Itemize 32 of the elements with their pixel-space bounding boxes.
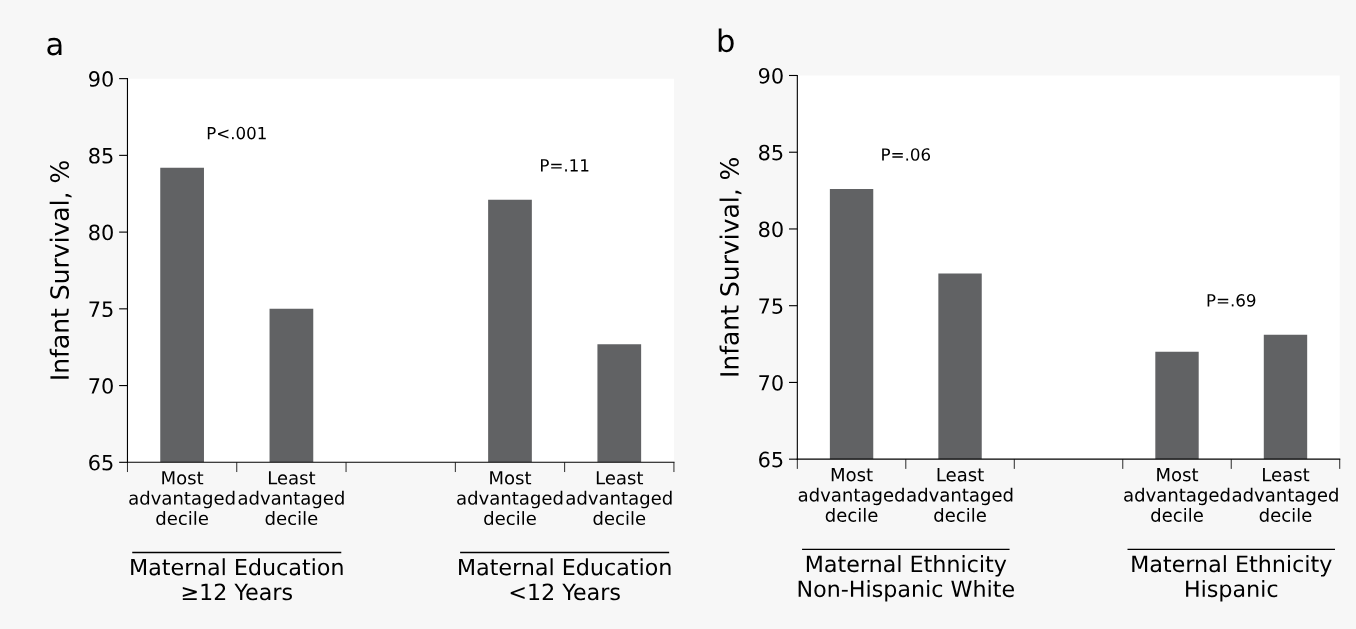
x-tick-label: Least advantaged decile — [566, 471, 672, 526]
y-tick-label: 70 — [89, 378, 113, 394]
chart-title: b — [718, 28, 734, 53]
y-tick-label: 75 — [89, 301, 113, 318]
annotation: P<.001 — [207, 126, 266, 140]
y-tick-label: 85 — [759, 144, 783, 161]
x-tick-label: Most advantaged decile — [798, 468, 904, 522]
y-axis-title: Infant Survival, % — [49, 161, 72, 379]
y-tick-label: 90 — [89, 71, 113, 87]
text: Maternal Ethnicity Non-Hispanic White — [798, 555, 1014, 602]
x-tick-label: Most advantaged decile — [457, 471, 563, 526]
y-axis-title: Infant Survival, % — [719, 158, 742, 376]
chart-title: a — [47, 37, 62, 56]
y-tick-label: 85 — [89, 147, 113, 164]
text: Maternal Education ≥12 Years — [131, 558, 343, 601]
y-tick-label: 65 — [759, 451, 783, 468]
y-tick-label: 80 — [89, 224, 113, 241]
y-tick-label: 75 — [759, 298, 783, 314]
x-tick-label: Most advantaged decile — [1124, 468, 1230, 522]
x-tick-label: Least advantaged decile — [907, 468, 1013, 522]
x-tick-label: Most advantaged decile — [129, 471, 235, 526]
y-tick-label: 65 — [89, 454, 113, 471]
x-tick-label: Least advantaged decile — [1232, 468, 1338, 522]
annotation: P=.11 — [541, 159, 589, 172]
x-tick-label: Least advantaged decile — [238, 471, 344, 526]
annotation: P=.69 — [1207, 294, 1256, 307]
text: Maternal Education <12 Years — [459, 558, 671, 601]
annotation: P=.06 — [882, 148, 931, 161]
y-tick-label: 90 — [758, 67, 783, 84]
text: Maternal Ethnicity Hispanic — [1132, 555, 1332, 602]
y-tick-label: 70 — [759, 374, 783, 391]
y-tick-label: 80 — [759, 221, 783, 238]
